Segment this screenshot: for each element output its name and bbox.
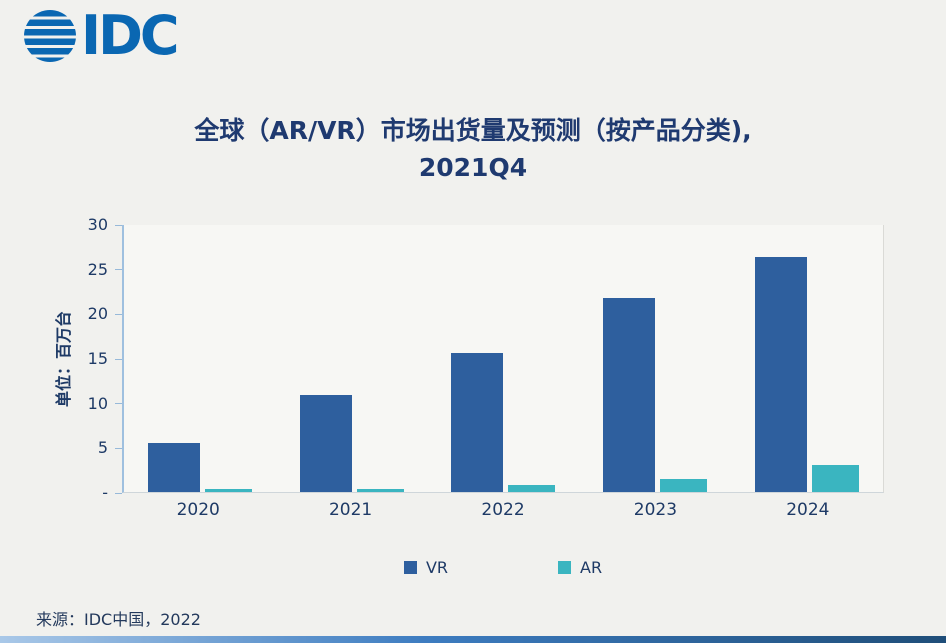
chart-title-line2: 2021Q4 xyxy=(418,153,528,182)
idc-globe-icon xyxy=(24,10,76,62)
chart-title-line1: 全球（AR/VR）市场出货量及预测（按产品分类), xyxy=(194,116,752,145)
y-tick-label-15: 15 xyxy=(87,349,108,368)
idc-logo: IDC xyxy=(22,4,180,67)
bar-group-2023 xyxy=(579,225,731,492)
y-tick-label-30: 30 xyxy=(87,215,108,234)
chart-title: 全球（AR/VR）市场出货量及预测（按产品分类), 2021Q4 xyxy=(0,112,946,186)
y-axis: 30 25 20 15 10 5 - xyxy=(70,215,122,502)
y-tick-mark xyxy=(115,313,122,315)
x-axis: 2020 2021 2022 2023 2024 xyxy=(122,500,884,520)
bottom-accent-bar xyxy=(0,636,946,643)
legend-label-vr: VR xyxy=(425,558,448,577)
bar-group-2021 xyxy=(276,225,428,492)
x-axis-label-2023: 2023 xyxy=(633,500,678,520)
bar-vr-2023 xyxy=(603,297,656,492)
plot-area xyxy=(122,225,884,493)
y-tick-mark xyxy=(115,492,122,494)
legend-swatch-ar xyxy=(558,561,571,574)
bar-vr-2021 xyxy=(299,395,352,492)
legend-swatch-vr xyxy=(403,561,417,574)
bar-vr-2024 xyxy=(755,257,808,492)
y-tick-label-0: - xyxy=(102,483,108,502)
source-note: 来源：IDC中国，2022 xyxy=(36,610,201,629)
bar-ar-2020 xyxy=(204,489,252,492)
bar-ar-2023 xyxy=(660,478,708,492)
x-axis-label-2021: 2021 xyxy=(328,500,373,520)
bar-vr-2020 xyxy=(147,443,200,492)
bar-ar-2022 xyxy=(508,484,556,492)
bar-ar-2024 xyxy=(812,465,860,492)
idc-logo-text: IDC xyxy=(81,4,180,67)
x-axis-label-2022: 2022 xyxy=(481,500,525,520)
y-tick-mark xyxy=(115,224,122,226)
y-tick-mark xyxy=(115,269,122,271)
bar-vr-2022 xyxy=(451,353,504,492)
legend-item-ar: AR xyxy=(558,558,602,577)
x-axis-label-2024: 2024 xyxy=(786,500,830,520)
legend-item-vr: VR xyxy=(403,558,448,577)
y-tick-label-25: 25 xyxy=(87,259,108,279)
y-tick-label-20: 20 xyxy=(87,304,108,324)
x-axis-label-2020: 2020 xyxy=(176,500,220,520)
legend: VR AR xyxy=(122,558,884,577)
bar-ar-2021 xyxy=(356,489,404,492)
y-tick-mark xyxy=(115,447,122,449)
y-tick-label-5: 5 xyxy=(97,438,108,458)
y-tick-mark xyxy=(115,358,122,360)
bar-group-2020 xyxy=(124,225,276,492)
y-tick-mark xyxy=(115,403,122,405)
y-tick-label-10: 10 xyxy=(87,393,108,413)
bar-group-2022 xyxy=(428,225,580,492)
legend-label-ar: AR xyxy=(580,558,603,577)
bar-group-2024 xyxy=(731,225,883,492)
